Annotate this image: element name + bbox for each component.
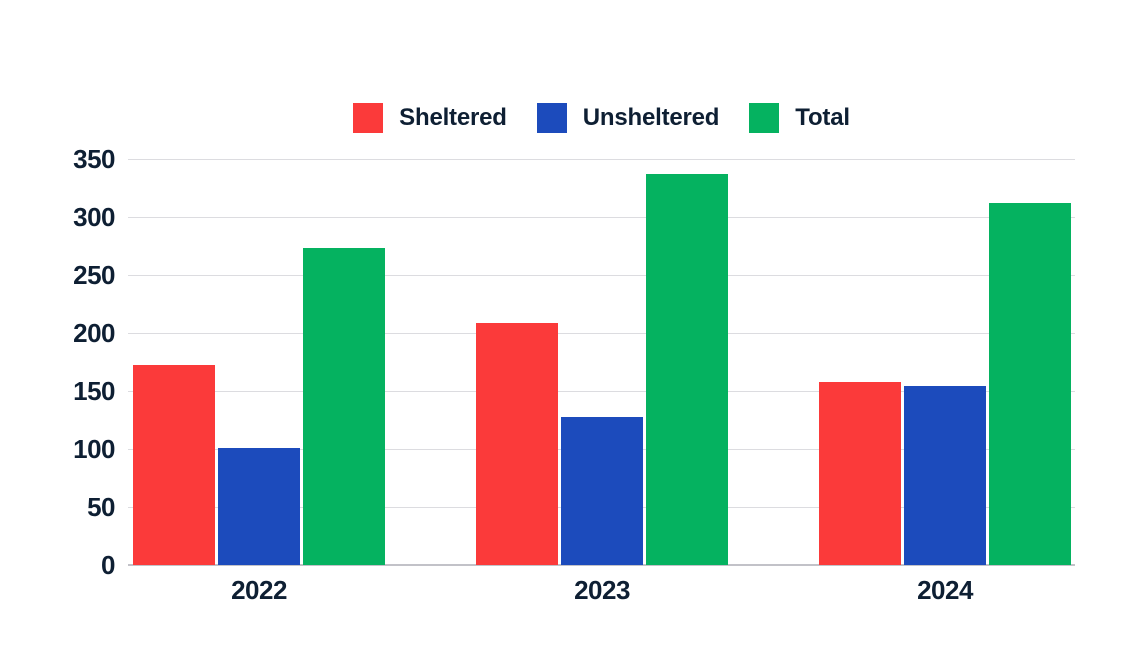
legend-swatch-total [749,103,780,133]
legend-swatch-sheltered [353,103,384,133]
bar-sheltered-2022 [133,365,215,565]
bar-sheltered-2023 [476,322,558,565]
legend-item-sheltered[interactable]: Sheltered [353,103,507,133]
gridline-250 [128,275,1075,276]
y-tick-label-200: 200 [73,318,115,348]
y-tick-label-350: 350 [73,144,115,174]
gridline-350 [128,159,1075,160]
legend-swatch-unsheltered [536,103,567,133]
bar-total-2024 [989,203,1071,565]
legend-label-sheltered: Sheltered [399,104,507,131]
plot-area [128,159,1075,566]
legend-item-total[interactable]: Total [749,103,850,133]
gridline-150 [128,391,1075,392]
bar-unsheltered-2022 [218,447,300,565]
bar-total-2023 [646,174,728,565]
legend: Sheltered Unsheltered Total [128,100,1075,136]
y-tick-label-0: 0 [101,550,115,580]
gridline-300 [128,217,1075,218]
gridline-200 [128,333,1075,334]
bar-sheltered-2024 [819,381,901,565]
bar-unsheltered-2024 [904,386,986,565]
y-tick-label-250: 250 [73,260,115,290]
legend-item-unsheltered[interactable]: Unsheltered [536,103,720,133]
y-tick-label-150: 150 [73,376,115,406]
x-tick-label-2023: 2023 [574,575,630,605]
x-axis-line [128,564,1075,566]
legend-label-unsheltered: Unsheltered [582,104,720,131]
x-tick-label-2022: 2022 [231,575,287,605]
y-tick-label-300: 300 [73,202,115,232]
bar-total-2022 [303,248,385,565]
bar-unsheltered-2023 [561,416,643,565]
y-tick-label-50: 50 [87,492,115,522]
legend-label-total: Total [795,104,850,131]
x-tick-label-2024: 2024 [917,575,973,605]
y-tick-label-100: 100 [73,434,115,464]
